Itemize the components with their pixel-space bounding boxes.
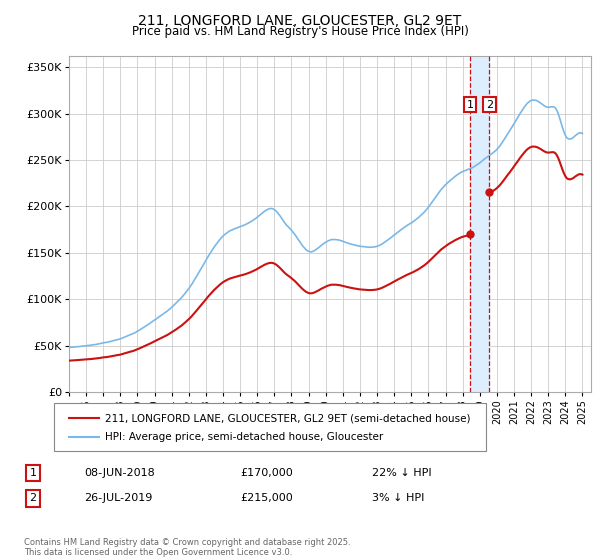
Text: HPI: Average price, semi-detached house, Gloucester: HPI: Average price, semi-detached house,… xyxy=(105,432,383,442)
Text: 3% ↓ HPI: 3% ↓ HPI xyxy=(372,493,424,503)
Text: 08-JUN-2018: 08-JUN-2018 xyxy=(84,468,155,478)
Text: 211, LONGFORD LANE, GLOUCESTER, GL2 9ET (semi-detached house): 211, LONGFORD LANE, GLOUCESTER, GL2 9ET … xyxy=(105,413,470,423)
Text: 1: 1 xyxy=(29,468,37,478)
Text: 2: 2 xyxy=(29,493,37,503)
Text: £170,000: £170,000 xyxy=(240,468,293,478)
Text: 1: 1 xyxy=(467,100,473,110)
Text: 211, LONGFORD LANE, GLOUCESTER, GL2 9ET: 211, LONGFORD LANE, GLOUCESTER, GL2 9ET xyxy=(139,14,461,28)
Text: 22% ↓ HPI: 22% ↓ HPI xyxy=(372,468,431,478)
Text: 26-JUL-2019: 26-JUL-2019 xyxy=(84,493,152,503)
Text: Price paid vs. HM Land Registry's House Price Index (HPI): Price paid vs. HM Land Registry's House … xyxy=(131,25,469,38)
Text: £215,000: £215,000 xyxy=(240,493,293,503)
Text: Contains HM Land Registry data © Crown copyright and database right 2025.
This d: Contains HM Land Registry data © Crown c… xyxy=(24,538,350,557)
Bar xyxy=(470,56,490,392)
Text: 2: 2 xyxy=(486,100,493,110)
